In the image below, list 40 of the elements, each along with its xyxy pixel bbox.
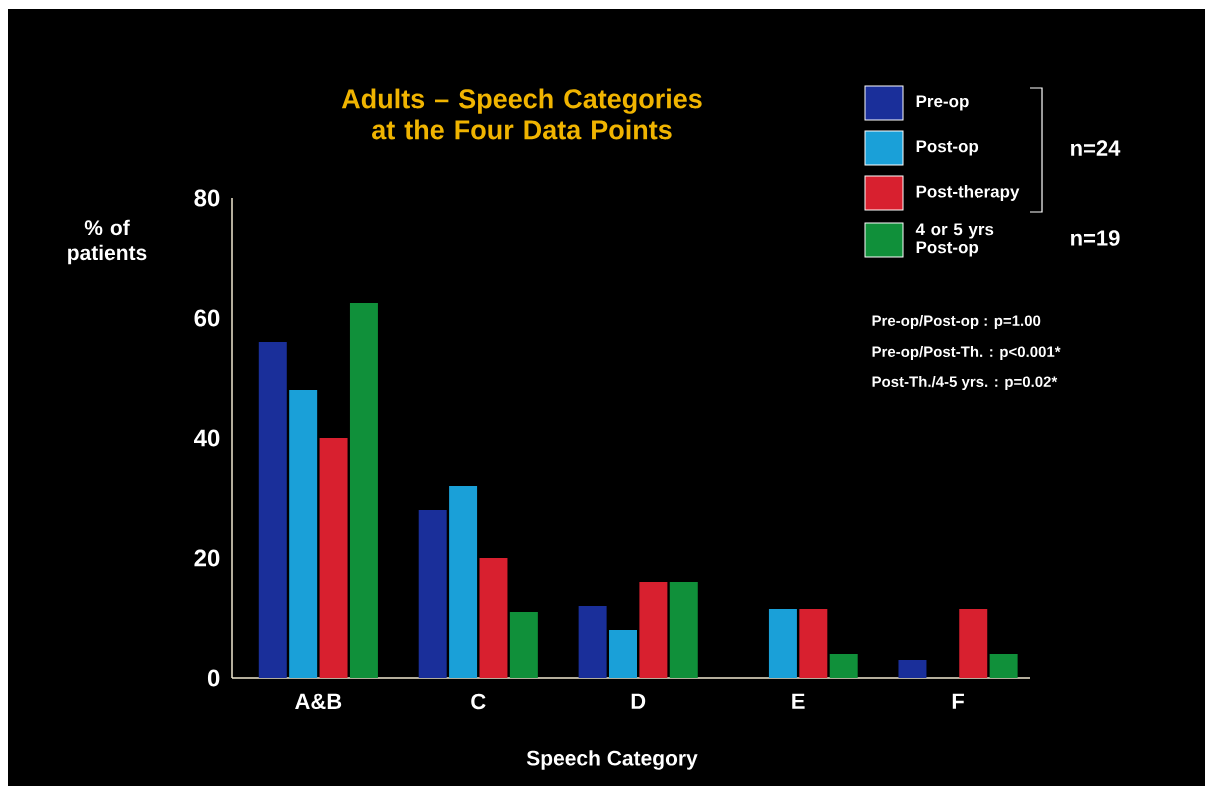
y-tick-label: 40 bbox=[194, 429, 220, 447]
text: n=19 bbox=[1071, 230, 1120, 246]
bar bbox=[578, 606, 607, 678]
bar bbox=[669, 582, 698, 678]
bar bbox=[768, 609, 797, 678]
bar bbox=[989, 654, 1018, 678]
bar bbox=[479, 558, 508, 678]
legend-label: 4 or 5 yrs Post-op bbox=[915, 223, 994, 257]
annotation: Pre-op/Post-op : p=1.00 bbox=[872, 315, 1041, 329]
bar bbox=[418, 510, 447, 678]
x-tick-label: D bbox=[631, 693, 646, 709]
legend-label: Post-therapy bbox=[916, 185, 1020, 201]
x-axis-title: Speech Category bbox=[526, 750, 698, 770]
bar bbox=[319, 438, 348, 678]
text: n=24 bbox=[1071, 140, 1121, 156]
y-axis-title: % of patients bbox=[68, 219, 147, 265]
annotation: Pre-op/Post-Th. : p<0.001* bbox=[872, 346, 1061, 360]
bar bbox=[609, 630, 637, 678]
bar bbox=[959, 609, 988, 678]
y-tick-label: 0 bbox=[207, 669, 220, 687]
legend-label: Pre-op bbox=[916, 95, 969, 111]
x-tick-label: A&B bbox=[295, 693, 342, 710]
bar bbox=[258, 342, 287, 678]
x-tick-label: C bbox=[471, 693, 486, 710]
y-tick-label: 80 bbox=[194, 189, 220, 207]
bar bbox=[639, 582, 668, 678]
y-tick-label: 20 bbox=[194, 549, 220, 567]
bar bbox=[449, 486, 478, 678]
x-tick-label: E bbox=[792, 693, 805, 709]
annotation: Post-Th./4-5 yrs. : p=0.02* bbox=[872, 376, 1058, 390]
bar bbox=[289, 390, 318, 678]
legend-label: Post-op bbox=[916, 140, 979, 156]
y-tick-label: 60 bbox=[194, 309, 220, 327]
chart-title: Adults – Speech Categories at the Four Data Points bbox=[341, 88, 702, 140]
bar bbox=[799, 609, 828, 678]
bar bbox=[898, 660, 927, 678]
bar bbox=[349, 303, 378, 678]
x-tick-label: F bbox=[952, 693, 964, 709]
bar bbox=[829, 654, 858, 678]
bar bbox=[509, 612, 538, 678]
